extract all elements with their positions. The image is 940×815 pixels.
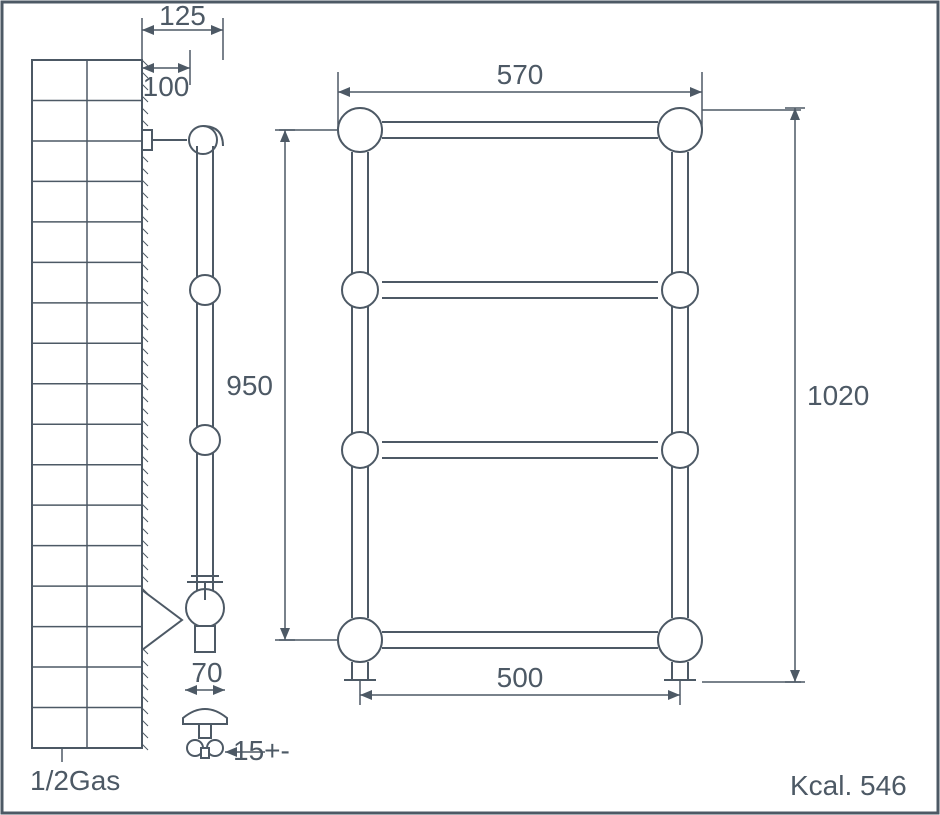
svg-text:1/2Gas: 1/2Gas — [30, 765, 120, 796]
svg-text:70: 70 — [191, 657, 222, 688]
svg-text:950: 950 — [226, 370, 273, 401]
svg-text:500: 500 — [497, 662, 544, 693]
technical-drawing: 125 100 70 15+- 1/2Gas 570 950 1020 500 Kcal. 546 — [0, 0, 940, 815]
svg-text:15+-: 15+- — [233, 735, 290, 766]
svg-text:100: 100 — [143, 71, 190, 102]
svg-text:570: 570 — [497, 59, 544, 90]
svg-text:125: 125 — [159, 0, 206, 31]
svg-text:1020: 1020 — [807, 380, 869, 411]
svg-text:Kcal. 546: Kcal. 546 — [790, 770, 907, 801]
